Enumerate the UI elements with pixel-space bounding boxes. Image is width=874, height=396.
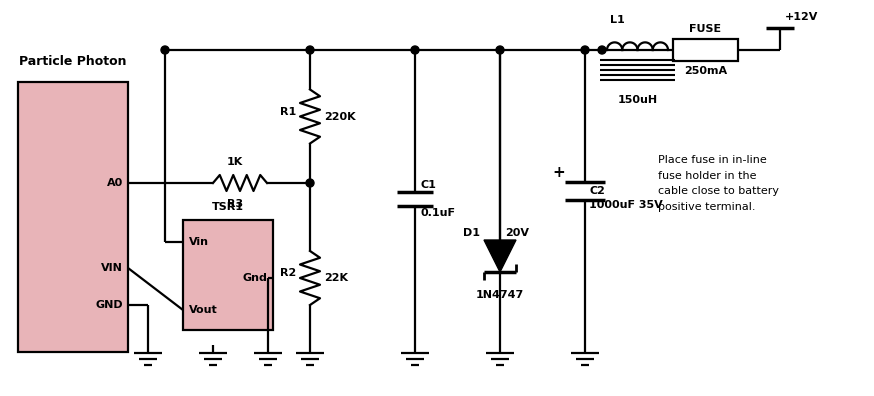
Text: FUSE: FUSE [690,24,722,34]
Text: 0.1uF: 0.1uF [420,208,455,218]
Text: C2: C2 [589,186,605,196]
Text: 1N4747: 1N4747 [475,290,524,300]
Text: 22K: 22K [324,273,348,283]
Circle shape [411,46,419,54]
Text: 20V: 20V [505,228,529,238]
Text: +12V: +12V [785,12,818,22]
Text: A0: A0 [107,178,123,188]
FancyBboxPatch shape [183,220,273,330]
Text: 220K: 220K [324,112,356,122]
Circle shape [598,46,606,54]
Text: Gnd: Gnd [242,273,267,283]
Circle shape [306,179,314,187]
Text: 250mA: 250mA [684,66,727,76]
Text: VIN: VIN [101,263,123,273]
Text: D1: D1 [463,228,480,238]
Text: TSR1: TSR1 [212,202,244,212]
Text: R2: R2 [280,268,296,278]
Polygon shape [484,240,516,272]
Text: Place fuse in in-line
fuse holder in the
cable close to battery
positive termina: Place fuse in in-line fuse holder in the… [658,155,779,212]
Circle shape [161,46,169,54]
Circle shape [306,46,314,54]
Text: 1K: 1K [227,157,243,167]
Text: GND: GND [95,300,123,310]
Text: +: + [552,164,565,179]
Text: L1: L1 [610,15,625,25]
Text: R1: R1 [280,107,296,116]
Text: Vout: Vout [189,305,218,315]
Circle shape [581,46,589,54]
Text: 150uH: 150uH [617,95,657,105]
Text: R3: R3 [227,199,243,209]
Text: Particle Photon: Particle Photon [19,55,127,68]
Circle shape [496,46,504,54]
FancyBboxPatch shape [18,82,128,352]
FancyBboxPatch shape [673,39,738,61]
Text: 1000uF 35V: 1000uF 35V [589,200,662,210]
Text: C1: C1 [420,180,436,190]
Text: Vin: Vin [189,237,209,247]
